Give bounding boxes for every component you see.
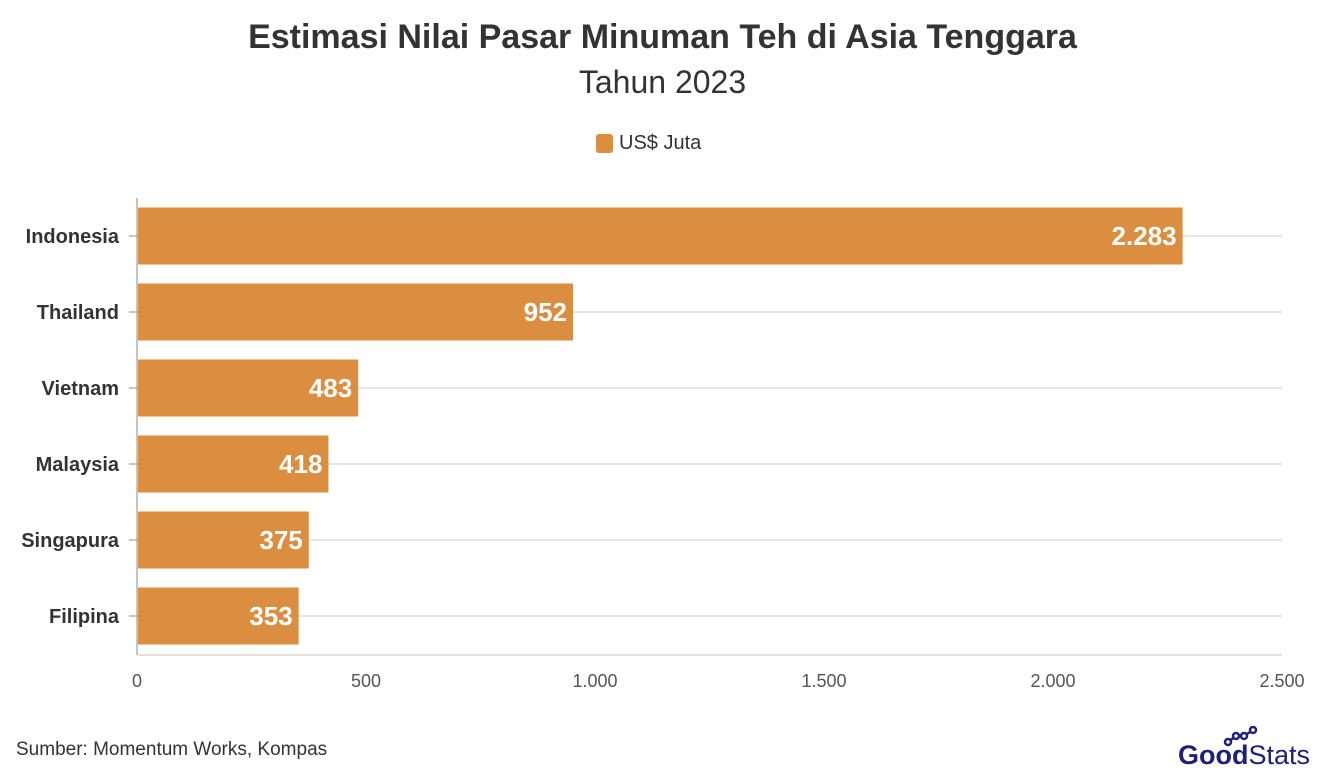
data-label: 353 [249, 601, 292, 631]
legend-swatch [596, 134, 613, 153]
x-tick-label: 500 [351, 671, 381, 691]
bar-filipina [138, 587, 299, 645]
legend[interactable]: US$ Juta [596, 132, 701, 155]
bar-singapura [138, 511, 309, 569]
data-label: 375 [259, 525, 302, 555]
svg-text:GoodStats: GoodStats [1178, 740, 1310, 770]
y-tick-label: Singapura [21, 530, 120, 552]
bar-indonesia [138, 207, 1183, 265]
x-tick-label: 1.000 [572, 671, 617, 691]
data-label: 483 [309, 373, 352, 403]
chart-subtitle: Tahun 2023 [578, 64, 747, 100]
bar-vietnam [138, 359, 359, 417]
chart-title: Estimasi Nilai Pasar Minuman Teh di Asia… [248, 18, 1077, 56]
y-tick-label: Vietnam [42, 378, 119, 400]
data-label: 952 [524, 297, 567, 327]
goodstats-logo: GoodStats [1178, 726, 1310, 770]
data-label: 2.283 [1112, 221, 1177, 251]
logo-graph-icon [1223, 726, 1258, 747]
data-label: 418 [279, 449, 322, 479]
source-note: Sumber: Momentum Works, Kompas [16, 739, 328, 760]
x-tick-label: 1.500 [801, 671, 846, 691]
x-tick-label: 2.500 [1259, 671, 1304, 691]
y-tick-label: Filipina [49, 606, 120, 628]
y-tick-label: Thailand [37, 302, 119, 324]
y-tick-label: Indonesia [26, 226, 120, 248]
x-tick-label: 0 [132, 671, 142, 691]
bar-thailand [138, 283, 574, 341]
x-tick-label: 2.000 [1030, 671, 1075, 691]
legend-label: US$ Juta [619, 132, 702, 154]
y-tick-label: Malaysia [36, 454, 120, 476]
bar-malaysia [138, 435, 329, 493]
